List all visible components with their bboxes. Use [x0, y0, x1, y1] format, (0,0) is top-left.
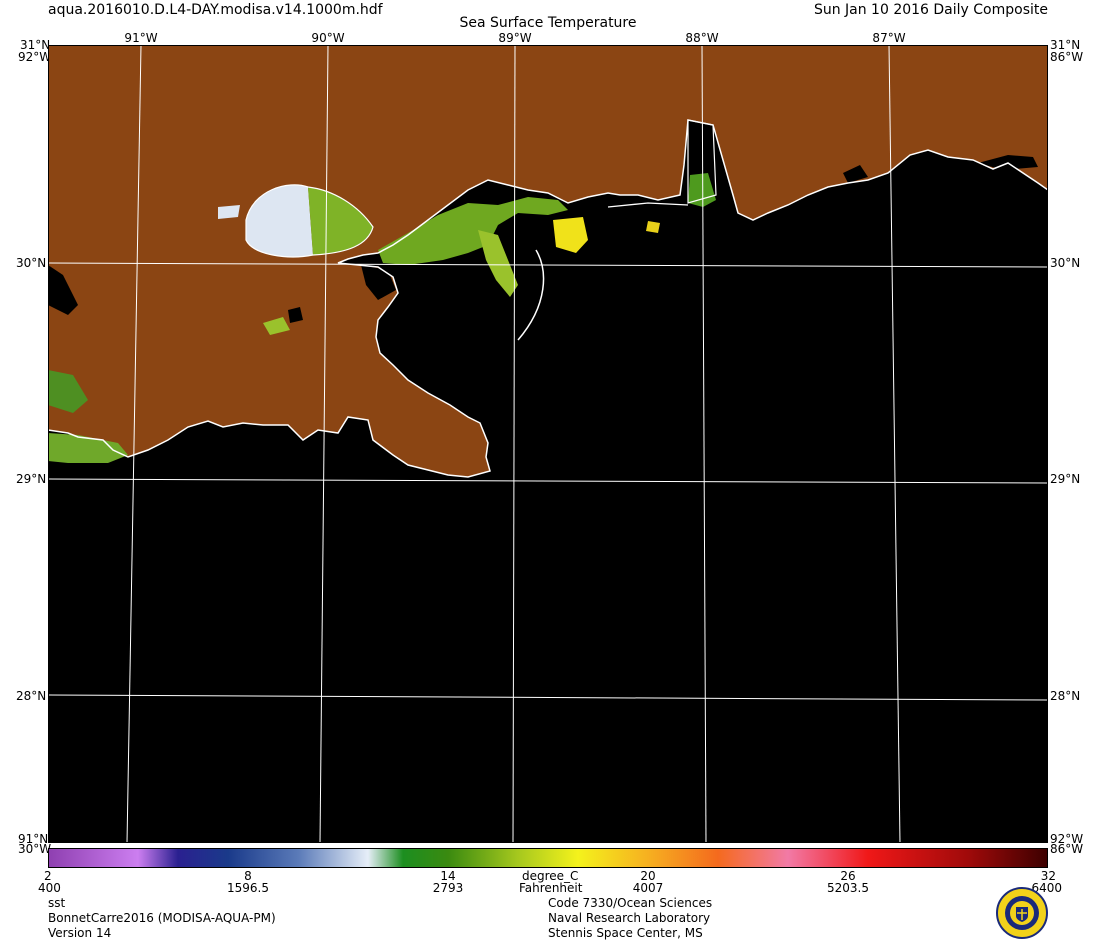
meridian-87w	[888, 45, 901, 843]
footer-location: Stennis Space Center, MS	[548, 926, 703, 940]
lake-pontchartrain-green	[308, 187, 373, 255]
sst-map	[48, 45, 1048, 843]
corner-label-top-right: 31°N	[1050, 38, 1081, 52]
lon-label-90w: 90°W	[311, 31, 345, 45]
footer-dataset: BonnetCarre2016 (MODISA-AQUA-PM)	[48, 911, 276, 925]
celsius-tick-26: 26	[840, 869, 856, 883]
warm-patch-yellow	[553, 217, 588, 253]
lat-label-30n-right: 30°N	[1050, 256, 1081, 270]
mobile-bay-green	[688, 173, 716, 207]
lake-shore	[245, 184, 374, 258]
nrl-seal-icon	[996, 887, 1048, 939]
inland-water-2	[288, 307, 303, 323]
file-name: aqua.2016010.D.L4-DAY.modisa.v14.1000m.h…	[48, 2, 383, 18]
atchafalaya-warm	[48, 433, 128, 463]
footer-code: Code 7330/Ocean Sciences	[548, 896, 713, 910]
map-title: Sea Surface Temperature	[459, 15, 637, 31]
lon-label-88w: 88°W	[685, 31, 719, 45]
warm-patch-small	[646, 221, 660, 233]
mobile-bay-shore	[687, 119, 717, 204]
fahrenheit-tick-1: 1596.5	[227, 881, 269, 895]
lat-label-30n-left: 30°N	[16, 256, 47, 270]
lon-label-87w: 87°W	[872, 31, 906, 45]
graticule	[48, 45, 1048, 843]
date-label: Sun Jan 10 2016 Daily Composite	[813, 2, 1048, 18]
fahrenheit-tick-4: 5203.5	[827, 881, 869, 895]
celsius-tick-8: 8	[244, 869, 252, 883]
corner-label-left-top: 92°W	[18, 50, 52, 64]
footer-product: sst	[48, 896, 66, 910]
parallel-28n	[48, 694, 1048, 701]
lat-label-29n-right: 29°N	[1050, 472, 1081, 486]
lake-pontchartrain-cold	[246, 184, 313, 257]
lat-label-29n-left: 29°N	[16, 472, 47, 486]
chandeleur-islands	[517, 249, 545, 341]
parallel-29n	[48, 478, 1048, 484]
corner-label-top-left: 31°N	[20, 38, 51, 52]
lat-label-28n-left: 28°N	[16, 689, 47, 703]
barrier-islands	[607, 202, 689, 208]
corner-label-right-bottom: 86°W	[1050, 842, 1084, 856]
footer-version: Version 14	[48, 926, 112, 940]
meridian-90w	[319, 45, 329, 843]
meridian-91w	[126, 45, 142, 843]
color-bar-gradient	[48, 848, 1048, 868]
corner-label-left-bottom: 30°W	[18, 842, 52, 856]
units-celsius: degree_C	[522, 869, 579, 883]
coastline	[48, 119, 1048, 478]
fahrenheit-tick-5: 6400	[1031, 881, 1062, 895]
map-border	[48, 45, 1048, 843]
inland-patch	[263, 317, 290, 335]
color-bar-border	[48, 848, 1048, 868]
corner-label-right-top: 86°W	[1050, 50, 1084, 64]
fahrenheit-tick-2: 2793	[432, 881, 464, 895]
inland-water-1	[48, 265, 78, 315]
celsius-tick-32: 32	[1040, 869, 1056, 883]
meridian-89w	[512, 45, 516, 843]
color-bar	[48, 848, 1048, 868]
celsius-tick-20: 20	[640, 869, 656, 883]
parallel-30n	[48, 262, 1048, 268]
lon-label-89w: 89°W	[498, 31, 532, 45]
celsius-tick-14: 14	[440, 869, 456, 883]
lon-label-91w: 91°W	[124, 31, 158, 45]
land-mass	[48, 45, 1048, 477]
fahrenheit-tick-0: 400	[38, 881, 61, 895]
meridian-88w	[701, 45, 707, 843]
corner-label-bottom-left: 91°N	[18, 832, 49, 846]
vermilion-warm	[48, 370, 88, 413]
chandeleur-warm	[478, 230, 518, 297]
fahrenheit-tick-3: 4007	[632, 881, 664, 895]
units-fahrenheit: Fahrenheit	[519, 881, 583, 895]
corner-label-bottom-right: 92°W	[1050, 832, 1084, 846]
inland-water-3	[843, 165, 868, 183]
celsius-tick-2: 2	[44, 869, 52, 883]
lat-label-28n-right: 28°N	[1050, 689, 1081, 703]
footer-lab: Naval Research Laboratory	[548, 911, 711, 925]
lake-maurepas	[218, 205, 240, 219]
mississippi-sound-warm	[378, 197, 568, 265]
